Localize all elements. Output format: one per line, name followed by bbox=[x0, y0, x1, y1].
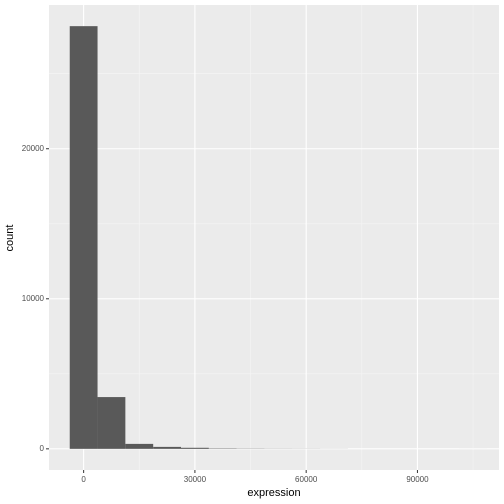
bar bbox=[180, 447, 209, 449]
x-tick-label: 90000 bbox=[406, 475, 429, 484]
y-axis-label: count bbox=[4, 225, 16, 252]
y-tick-label: 0 bbox=[40, 444, 45, 453]
x-tick-label: 30000 bbox=[184, 475, 207, 484]
x-tick-label: 0 bbox=[81, 475, 86, 484]
x-tick-label: 60000 bbox=[295, 475, 318, 484]
y-tick-label: 20000 bbox=[22, 144, 45, 153]
y-tick-label: 10000 bbox=[22, 294, 45, 303]
bar bbox=[125, 443, 154, 449]
x-axis-label: expression bbox=[247, 487, 300, 499]
bar bbox=[97, 397, 126, 449]
bar bbox=[69, 26, 98, 449]
panel bbox=[49, 5, 499, 470]
bar bbox=[153, 446, 181, 449]
